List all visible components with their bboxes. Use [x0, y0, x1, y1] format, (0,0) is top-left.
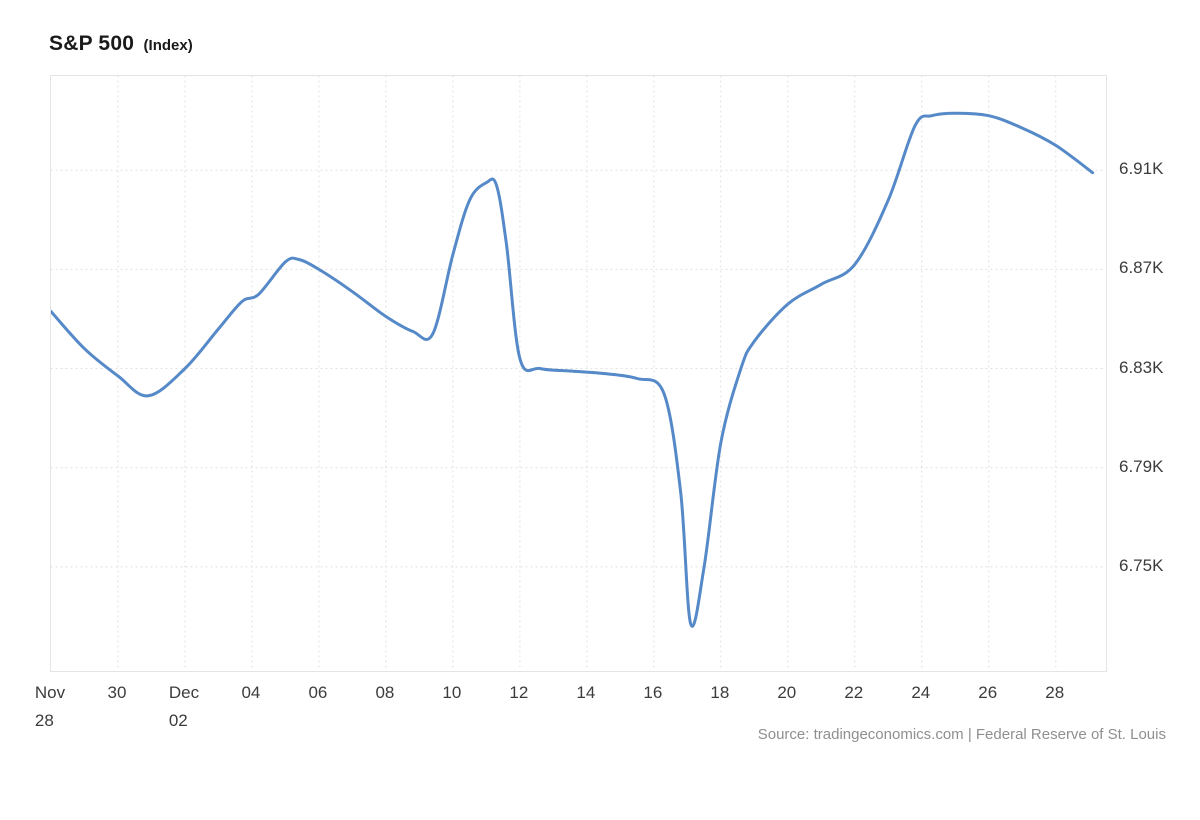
x-axis-tick-label: Nov 28: [34, 683, 66, 730]
chart-header: S&P 500 (Index): [49, 32, 193, 56]
x-axis-tick-label: 24: [911, 683, 931, 702]
x-axis-tick-label: 08: [375, 683, 395, 702]
source-attribution: Source: tradingeconomics.com | Federal R…: [757, 726, 1166, 743]
y-axis-tick-label: 6.91K: [1119, 159, 1164, 179]
x-axis-tick-label: 20: [777, 683, 797, 702]
plot-area[interactable]: [50, 75, 1107, 672]
x-axis-tick-label: 18: [710, 683, 730, 702]
x-axis-tick-label: 10: [442, 683, 462, 702]
x-axis-tick-label: 16: [643, 683, 663, 702]
y-axis-tick-label: 6.87K: [1119, 258, 1164, 278]
chart-subtitle: (Index): [143, 37, 193, 54]
x-axis-tick-label: 26: [978, 683, 998, 702]
x-axis-tick-label: 12: [509, 683, 529, 702]
y-axis-tick-label: 6.75K: [1119, 555, 1164, 575]
x-axis-tick-label: 30: [107, 683, 127, 702]
y-axis-tick-label: 6.79K: [1119, 456, 1164, 476]
chart-title: S&P 500: [49, 32, 135, 55]
y-axis-tick-label: 6.83K: [1119, 357, 1164, 377]
line-chart-svg: [51, 76, 1106, 671]
x-axis-tick-label: 06: [308, 683, 328, 702]
x-axis-tick-label: 04: [241, 683, 261, 702]
x-axis-tick-label: 22: [844, 683, 864, 702]
x-axis-tick-label: 14: [576, 683, 596, 702]
x-axis-tick-label: Dec 02: [168, 683, 200, 730]
price-line: [51, 111, 1095, 628]
x-axis-tick-label: 28: [1045, 683, 1065, 702]
